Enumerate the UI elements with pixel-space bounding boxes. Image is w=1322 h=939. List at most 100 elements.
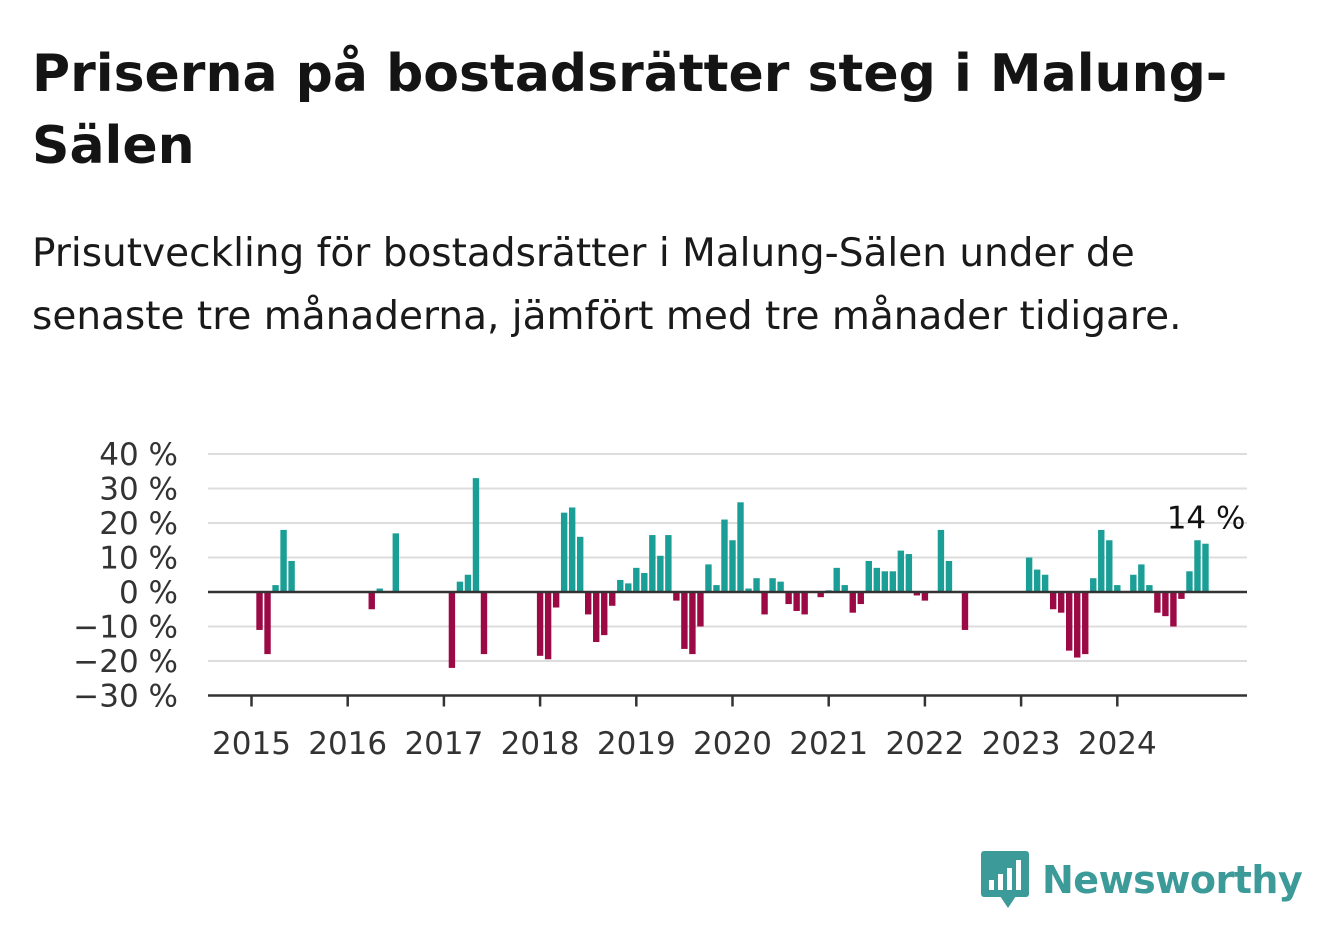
y-tick-label: 30 % [99,472,178,508]
y-tick-label: 20 % [99,506,178,542]
bar [456,581,464,592]
x-tick-label: 2020 [693,726,772,762]
bar [721,519,728,592]
bar [1098,529,1105,592]
bar [480,592,488,655]
bar [937,529,945,592]
bar [552,592,560,608]
bar [857,592,864,605]
x-tick-label: 2021 [789,726,868,762]
bar [801,592,808,615]
bar [881,571,889,592]
bar [1162,592,1169,617]
bar [841,585,848,592]
bar [921,592,929,601]
bar [665,535,672,592]
bar [873,567,880,592]
bar [1202,543,1209,592]
last-value-label: 14 % [1167,501,1246,537]
bar [1082,592,1089,655]
chart-subtitle: Prisutveckling för bostadsrätter i Malun… [32,231,1182,339]
y-tick-label: −10 % [73,610,178,646]
x-tick-label: 2018 [501,726,580,762]
bar [1074,592,1081,658]
bar [865,560,872,592]
bar [737,502,744,592]
bar [945,560,953,592]
bar [264,592,271,655]
bar [472,478,480,592]
bar [288,560,295,592]
bar [649,535,656,592]
bar [745,588,752,592]
bar [905,554,913,592]
bar [1194,540,1201,592]
bar [1106,540,1113,592]
bar [609,592,616,606]
bar [1049,592,1057,610]
brand-logo[interactable]: Newsworthy [980,850,1303,910]
bar [705,564,712,592]
bar [753,578,760,592]
bar [657,555,664,592]
bar [913,592,921,596]
bar [1090,578,1097,592]
bar [1154,592,1161,613]
bar [761,592,768,615]
bar [568,507,576,592]
bar [1186,571,1193,592]
bar [1146,585,1153,592]
bar [536,592,544,656]
bar [1170,592,1177,627]
bar [576,536,584,592]
bar [448,592,456,668]
bar [681,592,688,649]
x-tick-label: 2019 [597,726,676,762]
bar [849,592,856,613]
chart-title: Priserna på bostadsrätter steg i Malung-… [32,44,1228,176]
x-tick-label: 2024 [1078,726,1157,762]
x-tick-label: 2022 [885,726,964,762]
bar [785,592,792,605]
x-tick-label: 2023 [982,726,1061,762]
x-tick-label: 2017 [404,726,483,762]
bar [1114,585,1121,592]
bar [713,585,720,592]
bar [368,592,375,610]
bar [1033,569,1041,592]
bar [777,581,784,592]
bar [1057,592,1065,613]
bar [1178,592,1185,599]
bar [280,529,287,592]
bar [464,574,472,592]
bar [697,592,704,627]
bar [593,592,600,643]
bar [897,550,905,592]
bar [544,592,552,660]
bar [793,592,800,611]
y-tick-label: 40 % [99,437,178,473]
bar [817,592,824,598]
bar [560,512,568,592]
y-tick-label: −20 % [73,644,178,680]
bar [376,588,383,592]
bar [272,585,279,592]
newsworthy-logo-icon [981,851,1029,908]
x-tick-label: 2016 [308,726,387,762]
bar [889,571,897,592]
bar [392,533,399,592]
y-tick-label: 10 % [99,541,178,577]
bar [633,567,640,592]
bar [641,573,648,592]
bar-chart: 40 %30 %20 %10 %0 %−10 %−20 %−30 % 2015 20… [73,437,1247,762]
bar [769,578,776,592]
bar [617,579,624,592]
bar [601,592,608,636]
bar [1066,592,1073,651]
bar [689,592,696,655]
bar [1041,574,1049,592]
bar [729,540,736,592]
bar [1025,557,1033,592]
bar [1138,564,1145,592]
bar [1130,574,1137,592]
